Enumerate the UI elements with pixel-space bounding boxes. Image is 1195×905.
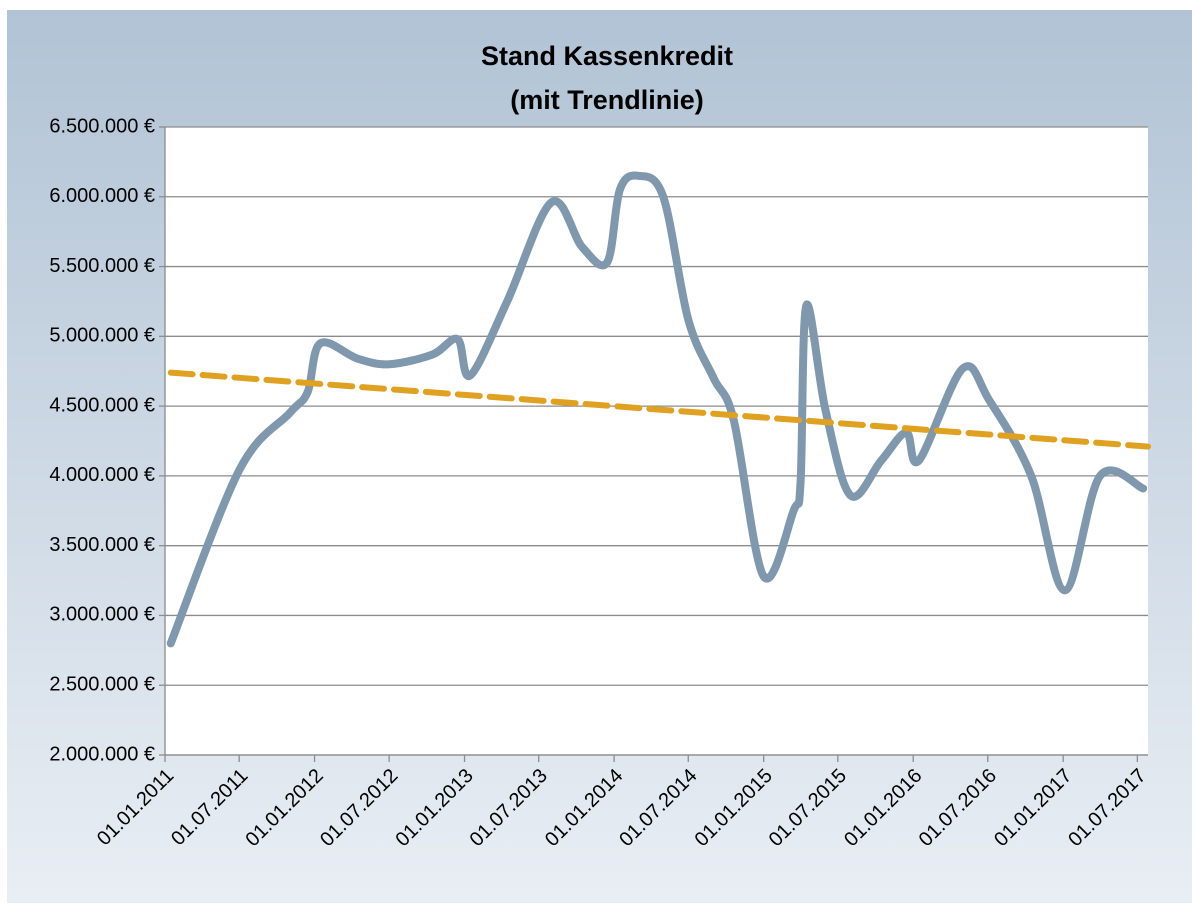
y-tick-label: 4.000.000 € (49, 464, 155, 486)
y-tick-label: 6.000.000 € (49, 185, 155, 207)
y-tick-label: 5.500.000 € (49, 255, 155, 277)
data-line (166, 171, 1148, 648)
y-tick-label: 4.500.000 € (49, 394, 155, 416)
y-tick-label: 3.000.000 € (49, 604, 155, 626)
y-tick-label: 3.500.000 € (49, 534, 155, 556)
y-tick-label: 2.500.000 € (49, 674, 155, 696)
plot-area (165, 127, 1148, 755)
y-tick-label: 2.000.000 € (49, 743, 155, 765)
y-tick-label: 6.500.000 € (49, 115, 155, 137)
chart-subtitle: (mit Trendlinie) (510, 85, 704, 115)
chart-title: Stand Kassenkredit (481, 41, 733, 71)
trend-line (167, 369, 1151, 450)
y-tick-label: 5.000.000 € (49, 325, 155, 347)
